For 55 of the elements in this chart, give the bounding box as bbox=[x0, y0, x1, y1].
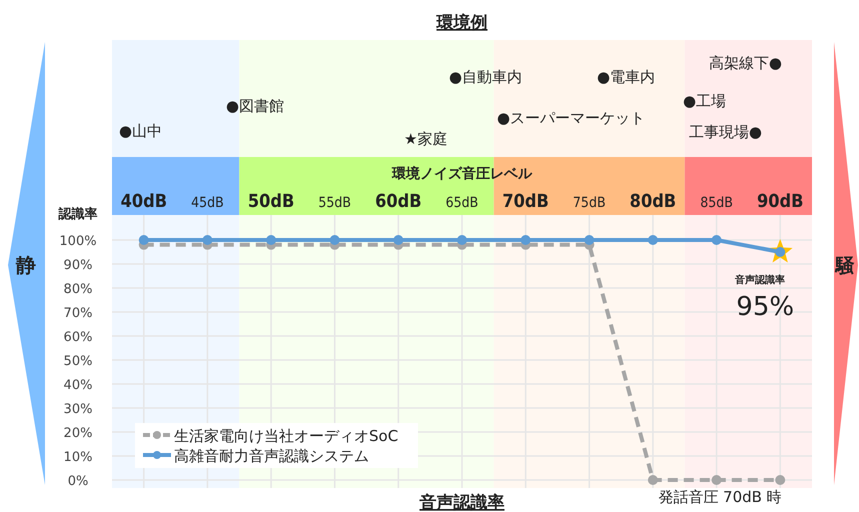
y-axis-title: 認識率 bbox=[58, 206, 98, 222]
y-tick-label: 80% bbox=[64, 282, 92, 297]
point bbox=[393, 235, 404, 245]
point bbox=[266, 235, 276, 245]
point bbox=[457, 235, 467, 245]
point bbox=[775, 475, 786, 485]
text: 静 bbox=[15, 253, 36, 277]
point bbox=[712, 475, 722, 485]
x-tick-label: 75dB bbox=[572, 195, 606, 211]
y-tick-label: 70% bbox=[64, 306, 92, 321]
x-tick-label: 55dB bbox=[318, 195, 352, 211]
x-tick-label: 85dB bbox=[700, 195, 733, 211]
y-tick-label: 10% bbox=[64, 450, 92, 465]
x-tick-label: 70dB bbox=[502, 191, 549, 212]
x-tick-label: 65dB bbox=[446, 195, 478, 211]
x-tick-label: 50dB bbox=[248, 191, 294, 212]
text: ●自動車内 bbox=[449, 68, 522, 86]
legend-label: 生活家電向け当社オーディオSoC bbox=[174, 427, 398, 445]
text: 騒 bbox=[834, 255, 856, 277]
text: ★家庭 bbox=[404, 130, 448, 148]
y-tick-label: 0% bbox=[68, 474, 88, 489]
y-tick-label: 50% bbox=[64, 354, 92, 369]
y-tick-label: 90% bbox=[64, 258, 92, 273]
text: 高架線下● bbox=[708, 54, 782, 72]
y-tick-label: 30% bbox=[64, 402, 92, 417]
y-tick-label: 100% bbox=[59, 234, 97, 249]
text: ●山中 bbox=[119, 122, 162, 140]
text: ●工場 bbox=[683, 92, 726, 110]
point bbox=[648, 475, 658, 485]
point bbox=[584, 235, 594, 245]
point bbox=[712, 235, 722, 245]
annotation: 音声認識率 bbox=[734, 274, 786, 286]
x-tick-label: 80dB bbox=[630, 191, 676, 212]
point bbox=[138, 235, 149, 245]
text: 音声認識率 bbox=[418, 493, 504, 512]
text: ●電車内 bbox=[597, 68, 656, 86]
text: ●スーパーマーケット bbox=[497, 109, 646, 127]
annotation: 95% bbox=[736, 292, 794, 322]
point bbox=[520, 235, 531, 245]
x-tick-label: 60dB bbox=[375, 191, 422, 212]
point bbox=[648, 235, 658, 245]
x-tick-label: 40dB bbox=[120, 191, 168, 212]
point bbox=[330, 235, 340, 245]
y-tick-label: 60% bbox=[64, 330, 92, 345]
text: 発話音圧 70dB 時 bbox=[658, 488, 782, 506]
chart-title: 環境例 bbox=[436, 13, 488, 33]
x-tick-label: 45dB bbox=[191, 195, 224, 211]
legend-label: 高雑音耐力音声認識システム bbox=[174, 447, 369, 465]
y-tick-label: 20% bbox=[64, 426, 92, 441]
y-tick-label: 40% bbox=[64, 378, 92, 393]
text: 工事現場● bbox=[688, 123, 762, 141]
x-tick-label: 90dB bbox=[756, 191, 804, 212]
point bbox=[202, 235, 212, 245]
text: ●図書館 bbox=[226, 97, 284, 115]
x-axis-title: 環境ノイズ音圧レベル bbox=[391, 165, 533, 182]
